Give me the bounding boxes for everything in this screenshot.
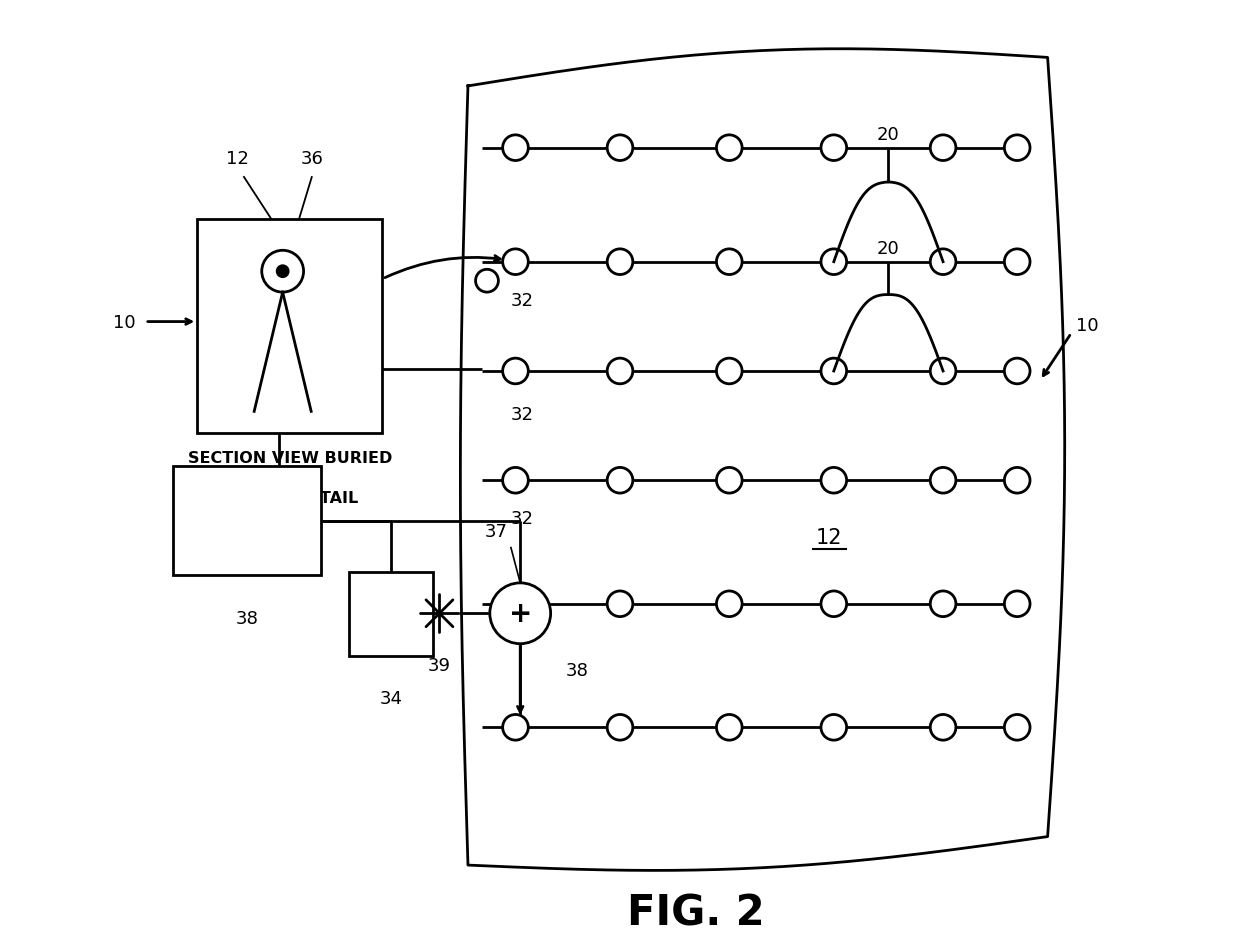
Circle shape — [821, 359, 847, 385]
Circle shape — [717, 249, 742, 275]
Text: 20: 20 — [877, 240, 900, 258]
Circle shape — [502, 468, 528, 493]
Polygon shape — [460, 50, 1065, 870]
Circle shape — [821, 715, 847, 741]
Circle shape — [502, 359, 528, 385]
Text: TUBING DETAIL: TUBING DETAIL — [221, 490, 358, 506]
Circle shape — [821, 249, 847, 275]
Circle shape — [930, 359, 956, 385]
Circle shape — [476, 270, 498, 293]
Circle shape — [608, 249, 632, 275]
Circle shape — [930, 591, 956, 617]
Circle shape — [930, 136, 956, 161]
Circle shape — [277, 266, 289, 278]
Circle shape — [717, 359, 742, 385]
Circle shape — [1004, 359, 1030, 385]
Circle shape — [490, 584, 551, 644]
Circle shape — [717, 468, 742, 493]
Text: 32: 32 — [238, 372, 260, 390]
Circle shape — [1004, 136, 1030, 161]
Circle shape — [502, 715, 528, 741]
Circle shape — [502, 591, 528, 617]
Text: 32: 32 — [511, 509, 533, 527]
Text: 32: 32 — [511, 406, 533, 424]
Circle shape — [717, 136, 742, 161]
Circle shape — [262, 251, 304, 293]
Circle shape — [608, 468, 632, 493]
Text: 34: 34 — [379, 689, 403, 707]
Text: 12: 12 — [816, 527, 842, 547]
Circle shape — [821, 468, 847, 493]
Circle shape — [821, 136, 847, 161]
Circle shape — [930, 249, 956, 275]
Text: 10: 10 — [1076, 317, 1099, 335]
Circle shape — [608, 359, 632, 385]
Text: 20: 20 — [877, 126, 900, 144]
Circle shape — [502, 136, 528, 161]
Bar — [350, 573, 433, 656]
Text: SECTION VIEW BURIED: SECTION VIEW BURIED — [187, 450, 392, 466]
Circle shape — [717, 591, 742, 617]
Circle shape — [608, 715, 632, 741]
Circle shape — [1004, 249, 1030, 275]
Circle shape — [930, 468, 956, 493]
Text: 36: 36 — [300, 149, 324, 168]
Bar — [197, 220, 382, 433]
Circle shape — [1004, 468, 1030, 493]
Text: 12: 12 — [227, 149, 249, 168]
Circle shape — [1004, 715, 1030, 741]
Text: FIG. 2: FIG. 2 — [627, 892, 765, 934]
Text: 10: 10 — [113, 313, 135, 331]
Text: 32: 32 — [511, 291, 533, 309]
Circle shape — [1004, 591, 1030, 617]
Text: 39: 39 — [428, 656, 451, 674]
Text: 38: 38 — [565, 661, 589, 679]
Bar — [174, 466, 321, 576]
Text: 26: 26 — [300, 372, 324, 390]
Circle shape — [717, 715, 742, 741]
Circle shape — [608, 136, 632, 161]
Text: +: + — [508, 600, 532, 627]
Circle shape — [502, 249, 528, 275]
Circle shape — [608, 591, 632, 617]
Text: 38: 38 — [236, 609, 258, 626]
Circle shape — [930, 715, 956, 741]
Text: 37: 37 — [485, 523, 508, 541]
Circle shape — [821, 591, 847, 617]
